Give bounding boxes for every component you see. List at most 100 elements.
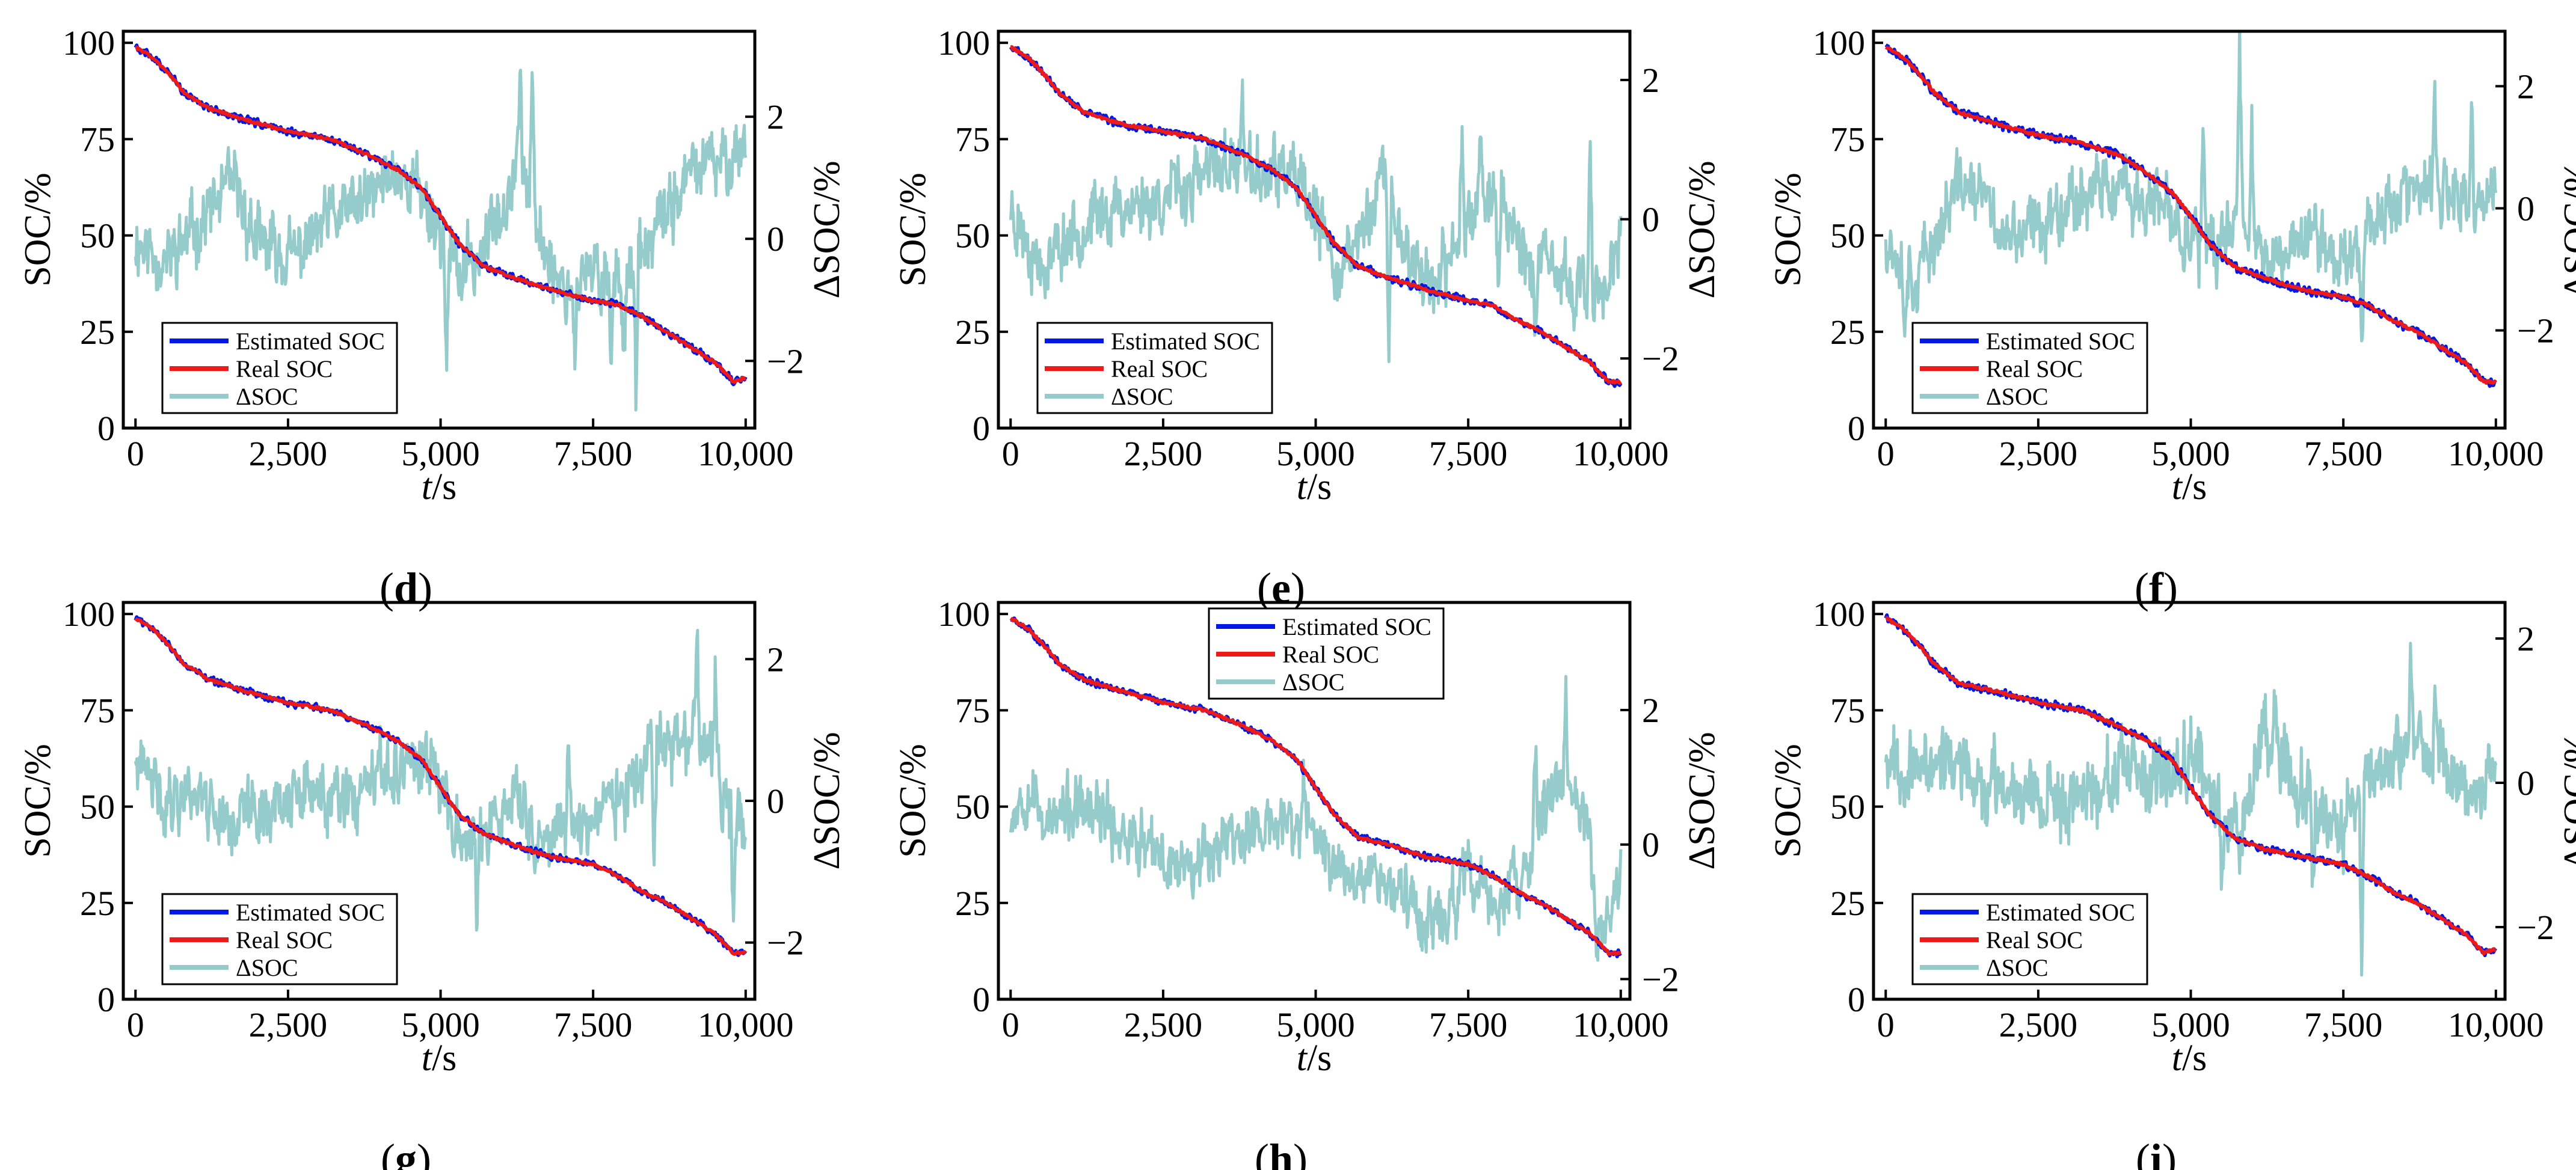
panel-label: (h) xyxy=(1255,1135,1308,1170)
y2-axis-title: ΔSOC/% xyxy=(1682,732,1723,869)
y-tick-label: 50 xyxy=(80,788,115,827)
y2-axis-title: ΔSOC/% xyxy=(2557,732,2576,869)
y-tick-label: 75 xyxy=(955,691,990,730)
delta-soc-series xyxy=(1009,78,1623,364)
y-tick-label: 25 xyxy=(80,313,115,352)
plot-area xyxy=(134,43,748,412)
x-tick-label: 5,000 xyxy=(401,434,480,473)
legend-estimated-soc-label: Estimated SOC xyxy=(236,328,385,355)
y2-tick-label: 2 xyxy=(2517,67,2535,106)
plot-area xyxy=(1884,31,2498,388)
y-tick-label: 75 xyxy=(80,691,115,730)
y2-tick-label: 0 xyxy=(767,219,784,259)
panel-label-letter: h xyxy=(1269,1135,1293,1170)
legend-delta-soc-label: ΔSOC xyxy=(1986,383,2049,410)
y-tick-label: 50 xyxy=(80,216,115,256)
panel-label-close: ) xyxy=(2162,1135,2177,1170)
x-tick-label: 5,000 xyxy=(2151,1005,2230,1044)
panel-label-open: ( xyxy=(1255,1135,1269,1170)
real-soc-series xyxy=(1010,45,1622,385)
x-tick-label: 7,500 xyxy=(1429,434,1508,473)
panel-label-letter: f xyxy=(2149,564,2164,612)
plot-area xyxy=(1009,616,1623,962)
y2-tick-label: −2 xyxy=(1642,339,1679,378)
x-axis-title-unit: /s xyxy=(2182,1038,2207,1079)
y-axis-title: SOC/% xyxy=(1768,173,1809,286)
y-tick-label: 0 xyxy=(97,409,115,448)
panel-h: 0 2,500 5,000 7,500 10,000 0 25 50 75 100 −2 0 2 SOC/… xyxy=(893,595,1723,1170)
panel-i: 0 2,500 5,000 7,500 10,000 0 25 50 75 100 −2 0 2 SOC/… xyxy=(1768,595,2576,1170)
y-tick-label: 50 xyxy=(955,216,990,256)
y-tick-label: 75 xyxy=(955,120,990,159)
y2-tick-label: 2 xyxy=(767,640,784,679)
legend-estimated-soc-label: Estimated SOC xyxy=(1986,899,2135,926)
legend-delta-soc-label: ΔSOC xyxy=(1282,669,1345,696)
x-tick-label: 10,000 xyxy=(698,434,794,473)
y-axis-title: SOC/% xyxy=(17,173,58,286)
panel-e: 0 2,500 5,000 7,500 10,000 0 25 50 75 100 −2 0 2 SOC/… xyxy=(893,23,1723,612)
plot-area xyxy=(1884,613,2498,977)
y-axis-title: SOC/% xyxy=(17,744,58,857)
y-tick-label: 25 xyxy=(955,884,990,923)
x-tick-label: 0 xyxy=(1002,434,1019,473)
legend-delta-soc-label: ΔSOC xyxy=(236,383,298,410)
real-soc-series xyxy=(1885,616,2497,956)
y-tick-label: 100 xyxy=(63,23,115,63)
panel-label: (e) xyxy=(1257,564,1305,612)
legend-real-soc-label: Real SOC xyxy=(236,927,333,954)
x-tick-label: 10,000 xyxy=(698,1005,794,1044)
y2-tick-label: −2 xyxy=(1642,960,1679,999)
y-tick-label: 25 xyxy=(1830,884,1865,923)
x-tick-label: 0 xyxy=(127,1005,144,1044)
legend-estimated-soc-label: Estimated SOC xyxy=(1111,328,1260,355)
y-tick-label: 0 xyxy=(1848,409,1865,448)
x-axis-title-unit: /s xyxy=(1307,467,1332,507)
x-axis-title-unit: /s xyxy=(432,1038,456,1079)
legend-estimated-soc-label: Estimated SOC xyxy=(1282,613,1431,640)
delta-soc-series xyxy=(1009,675,1623,962)
y-tick-label: 50 xyxy=(1830,788,1865,827)
x-tick-label: 2,500 xyxy=(249,434,328,473)
panel-label: (i) xyxy=(2136,1135,2177,1170)
panel-label-letter: e xyxy=(1271,564,1291,612)
x-tick-label: 7,500 xyxy=(554,434,633,473)
legend-real-soc-label: Real SOC xyxy=(1986,927,2083,954)
legend-delta-soc-label: ΔSOC xyxy=(236,954,298,981)
y2-tick-label: −2 xyxy=(767,923,804,963)
y2-axis-title: ΔSOC/% xyxy=(2557,161,2576,298)
x-tick-label: 2,500 xyxy=(1124,434,1203,473)
panel-label-open: ( xyxy=(1257,564,1271,612)
y-tick-label: 25 xyxy=(80,884,115,923)
y2-tick-label: −2 xyxy=(767,342,804,381)
x-axis-title: t/s xyxy=(2172,1038,2207,1079)
x-tick-label: 0 xyxy=(1002,1005,1019,1044)
real-soc-series xyxy=(1884,45,2497,385)
legend-real-soc-label: Real SOC xyxy=(1986,355,2083,382)
y-tick-label: 25 xyxy=(955,313,990,352)
y-axis-title: SOC/% xyxy=(893,173,933,286)
panel-g: 0 2,500 5,000 7,500 10,000 0 25 50 75 100 −2 0 2 SOC/… xyxy=(17,595,847,1170)
legend-real-soc-label: Real SOC xyxy=(1111,355,1208,382)
plot-frame xyxy=(1872,601,2507,1001)
panel-label-letter: d xyxy=(394,564,418,612)
x-axis-title-variable: t xyxy=(2172,1038,2183,1079)
x-tick-label: 0 xyxy=(1877,434,1895,473)
y-tick-label: 0 xyxy=(1848,980,1865,1019)
y-tick-label: 0 xyxy=(973,409,990,448)
x-tick-label: 10,000 xyxy=(2448,434,2544,473)
plot-frame xyxy=(997,601,1632,1001)
panel-label-open: ( xyxy=(380,564,394,612)
real-soc-series xyxy=(135,45,747,384)
y-tick-label: 0 xyxy=(97,980,115,1019)
panel-d: 0 2,500 5,000 7,500 10,000 0 25 50 75 100 −2 0 2 SOC/… xyxy=(17,23,847,612)
x-tick-label: 2,500 xyxy=(1999,1005,2078,1044)
x-tick-label: 10,000 xyxy=(2448,1005,2544,1044)
x-tick-label: 10,000 xyxy=(1573,434,1669,473)
x-axis-title-variable: t xyxy=(422,467,433,507)
panel-label: (f) xyxy=(2135,564,2178,612)
x-tick-label: 10,000 xyxy=(1573,1005,1669,1044)
y2-axis-title: ΔSOC/% xyxy=(807,161,847,298)
panel-label-open: ( xyxy=(381,1135,395,1170)
